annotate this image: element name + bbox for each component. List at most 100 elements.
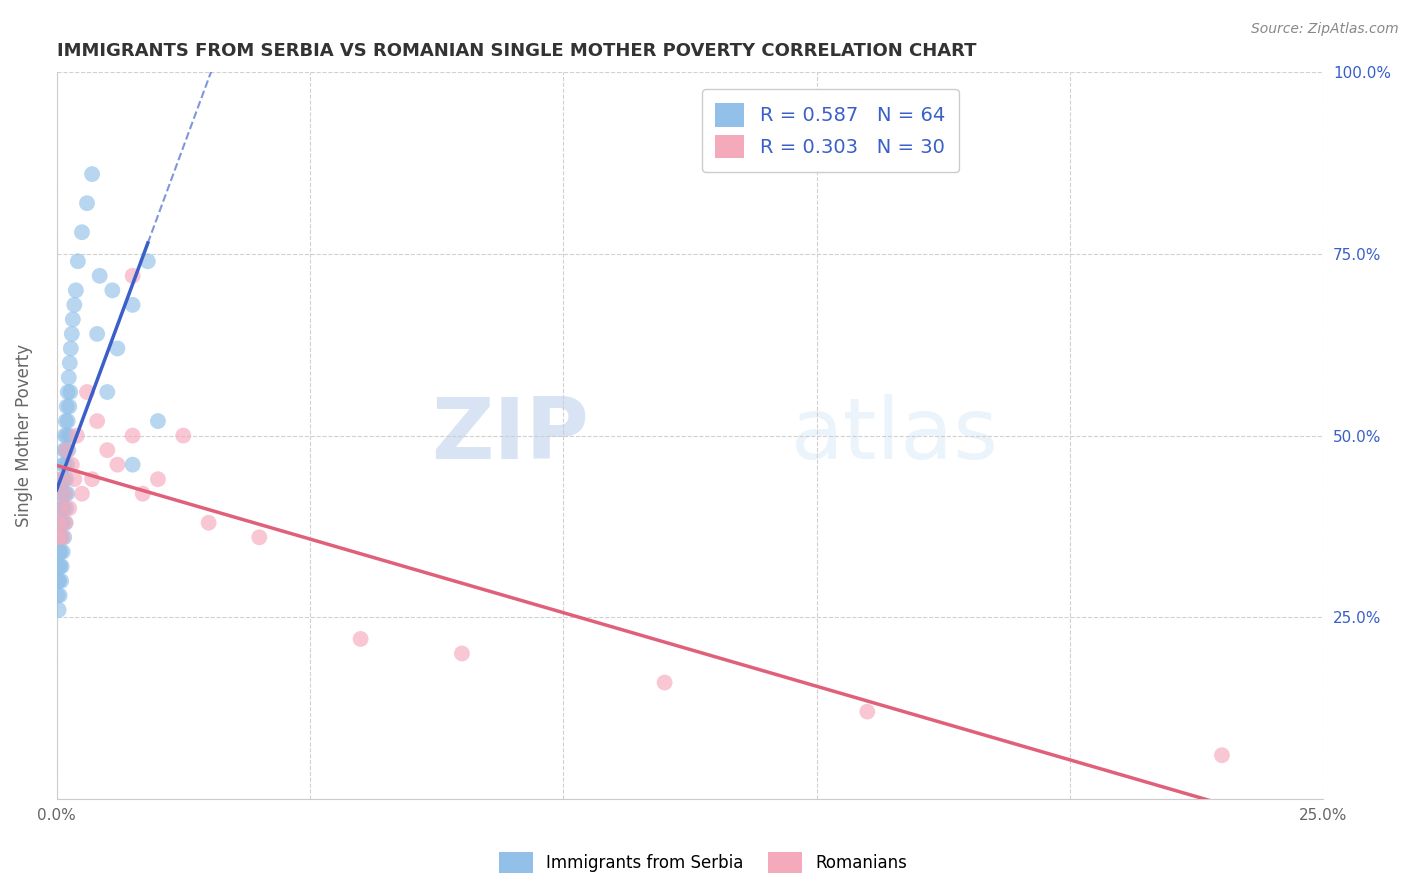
- Point: [51, 486, 73, 500]
- Legend: Immigrants from Serbia, Romanians: Immigrants from Serbia, Romanians: [492, 846, 914, 880]
- Point: [107, 458, 129, 472]
- Point: [49, 530, 72, 544]
- Point: [53, 428, 76, 442]
- Point: [48, 603, 70, 617]
- Point: [66, 428, 89, 442]
- Point: [48, 559, 70, 574]
- Point: [59, 356, 82, 370]
- Point: [56, 458, 79, 472]
- Point: [53, 458, 76, 472]
- Point: [55, 443, 77, 458]
- Point: [55, 414, 77, 428]
- Point: [51, 530, 73, 544]
- Point: [53, 486, 76, 500]
- Point: [136, 254, 159, 268]
- Point: [96, 384, 118, 399]
- Point: [59, 342, 82, 356]
- Point: [52, 516, 75, 530]
- Point: [53, 530, 76, 544]
- Point: [53, 486, 76, 500]
- Point: [76, 196, 98, 211]
- Point: [51, 574, 73, 588]
- Point: [52, 458, 75, 472]
- Point: [58, 501, 80, 516]
- Point: [197, 516, 219, 530]
- Point: [146, 472, 169, 486]
- Point: [80, 167, 103, 181]
- Point: [51, 472, 73, 486]
- Point: [49, 501, 72, 516]
- Point: [55, 516, 77, 530]
- Text: ZIP: ZIP: [430, 394, 589, 477]
- Point: [51, 501, 73, 516]
- Point: [66, 254, 89, 268]
- Point: [55, 472, 77, 486]
- Point: [49, 559, 72, 574]
- Point: [58, 428, 80, 442]
- Point: [146, 414, 169, 428]
- Point: [58, 443, 80, 458]
- Point: [52, 472, 75, 486]
- Point: [63, 472, 86, 486]
- Point: [70, 225, 93, 239]
- Point: [86, 326, 108, 341]
- Point: [52, 501, 75, 516]
- Point: [51, 472, 73, 486]
- Point: [55, 501, 77, 516]
- Point: [80, 472, 103, 486]
- Point: [101, 283, 124, 297]
- Point: [62, 312, 84, 326]
- Point: [46, 530, 69, 544]
- Point: [247, 530, 270, 544]
- Point: [55, 443, 77, 458]
- Text: atlas: atlas: [792, 394, 1000, 477]
- Point: [63, 298, 86, 312]
- Point: [121, 298, 143, 312]
- Point: [55, 428, 77, 442]
- Point: [48, 574, 70, 588]
- Point: [65, 283, 87, 297]
- Point: [121, 268, 143, 283]
- Point: [48, 588, 70, 602]
- Y-axis label: Single Mother Poverty: Single Mother Poverty: [15, 344, 32, 527]
- Point: [76, 384, 98, 399]
- Point: [48, 516, 70, 530]
- Point: [132, 486, 155, 500]
- Point: [51, 559, 73, 574]
- Point: [49, 545, 72, 559]
- Point: [654, 675, 676, 690]
- Point: [60, 458, 83, 472]
- Point: [48, 545, 70, 559]
- Point: [451, 647, 474, 661]
- Point: [856, 705, 879, 719]
- Point: [56, 486, 79, 500]
- Point: [51, 501, 73, 516]
- Legend: R = 0.587   N = 64, R = 0.303   N = 30: R = 0.587 N = 64, R = 0.303 N = 30: [702, 89, 959, 172]
- Point: [46, 574, 69, 588]
- Point: [55, 400, 77, 414]
- Point: [53, 443, 76, 458]
- Point: [59, 384, 82, 399]
- Point: [56, 384, 79, 399]
- Point: [121, 428, 143, 442]
- Point: [53, 516, 76, 530]
- Point: [1211, 748, 1233, 763]
- Text: Source: ZipAtlas.com: Source: ZipAtlas.com: [1251, 22, 1399, 37]
- Point: [60, 326, 83, 341]
- Point: [89, 268, 111, 283]
- Point: [52, 486, 75, 500]
- Point: [58, 370, 80, 384]
- Point: [349, 632, 371, 646]
- Point: [56, 414, 79, 428]
- Point: [172, 428, 194, 442]
- Text: IMMIGRANTS FROM SERBIA VS ROMANIAN SINGLE MOTHER POVERTY CORRELATION CHART: IMMIGRANTS FROM SERBIA VS ROMANIAN SINGL…: [56, 42, 976, 60]
- Point: [96, 443, 118, 458]
- Point: [107, 342, 129, 356]
- Point: [70, 486, 93, 500]
- Point: [52, 545, 75, 559]
- Point: [86, 414, 108, 428]
- Point: [49, 516, 72, 530]
- Point: [52, 530, 75, 544]
- Point: [46, 588, 69, 602]
- Point: [121, 458, 143, 472]
